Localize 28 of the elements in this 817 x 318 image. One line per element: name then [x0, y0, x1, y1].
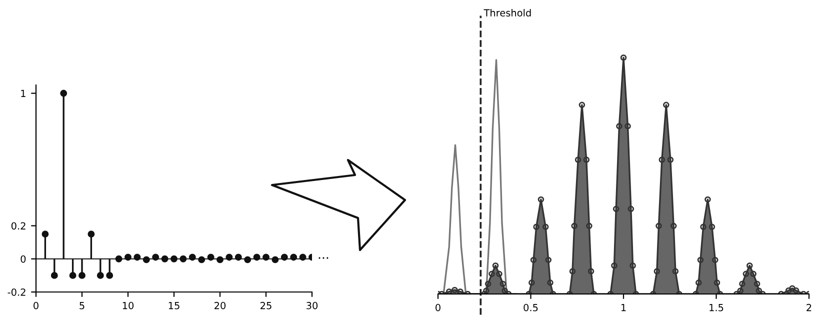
x-tick-label: 25: [260, 302, 272, 310]
point: [124, 254, 132, 261]
x-tick-label: 1: [621, 304, 626, 312]
point: [106, 272, 114, 279]
point: [262, 254, 270, 261]
point: [60, 90, 68, 97]
y-tick-label: 1: [21, 90, 26, 97]
x-tick-label: 10: [122, 302, 134, 310]
x-tick-label: 5: [80, 302, 84, 310]
x-tick-label: 15: [168, 302, 180, 310]
x-tick-label: 30: [306, 302, 318, 310]
point: [50, 272, 58, 279]
point: [69, 272, 76, 279]
x-tick-label: 0: [34, 302, 38, 310]
y-tick-label: 0.2: [11, 222, 26, 230]
x-tick-label: 20: [214, 302, 226, 310]
text: ···: [318, 257, 328, 259]
y-tick-label: -0.2: [8, 288, 26, 296]
y-tick-label: 0: [20, 255, 26, 263]
x-tick-label: 0: [436, 304, 440, 312]
x-tick-label: 2: [806, 304, 812, 312]
ref-line-label: Threshold: [484, 8, 531, 17]
point: [96, 272, 104, 279]
x-tick-label: 0.5: [524, 304, 538, 312]
point: [88, 230, 95, 238]
x-tick-label: 1.5: [710, 304, 724, 312]
point: [78, 272, 86, 279]
point: [42, 230, 49, 238]
